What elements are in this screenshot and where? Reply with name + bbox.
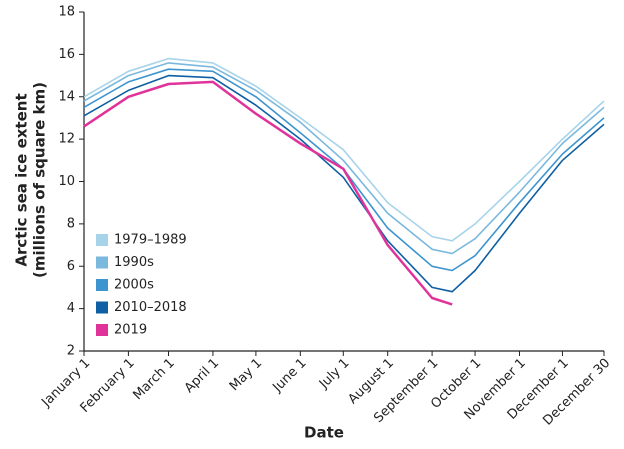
x-axis-label: Date — [304, 424, 344, 442]
y-tick-label: 10 — [58, 174, 75, 189]
legend-label: 1990s — [114, 255, 154, 270]
legend-swatch — [96, 256, 108, 269]
y-axis-label: (millions of square km) — [31, 82, 49, 278]
x-tick-label: June 1 — [270, 356, 310, 396]
y-tick-label: 2 — [67, 344, 75, 359]
series-line — [83, 68, 605, 272]
legend-swatch — [96, 301, 108, 314]
x-tick-label: July 1 — [316, 356, 353, 393]
legend-label: 2019 — [114, 323, 147, 338]
x-tick-label: April 1 — [182, 356, 222, 396]
legend-label: 2010–2018 — [114, 300, 187, 315]
y-tick-label: 18 — [58, 5, 75, 20]
y-tick-label: 14 — [58, 89, 75, 104]
y-axis-label: Arctic sea ice extent — [13, 93, 31, 266]
y-tick-label: 8 — [67, 216, 75, 231]
legend-swatch — [96, 279, 108, 291]
y-tick-label: 4 — [67, 301, 75, 316]
legend-label: 1979–1989 — [114, 233, 187, 248]
y-tick-label: 12 — [58, 132, 75, 147]
x-tick-label: May 1 — [227, 356, 265, 394]
series-line — [83, 80, 453, 306]
legend-swatch — [96, 324, 108, 336]
x-tick-label: March 1 — [130, 356, 177, 403]
series-line — [83, 57, 605, 242]
y-tick-label: 16 — [58, 47, 75, 62]
legend-label: 2000s — [114, 278, 154, 293]
series-line — [83, 62, 605, 255]
legend-swatch — [96, 234, 108, 246]
y-tick-label: 6 — [67, 259, 75, 274]
